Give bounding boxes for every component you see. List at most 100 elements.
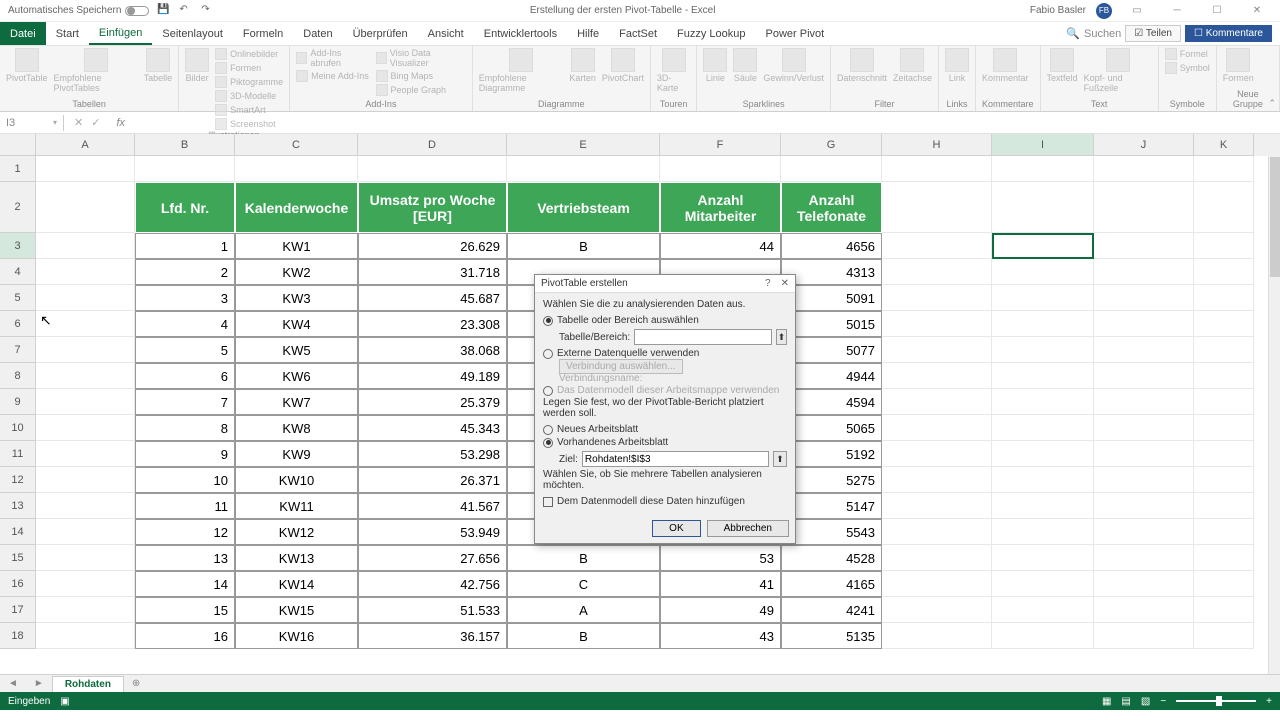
ribbon-smartart[interactable]: SmartArt	[215, 104, 283, 116]
row-header-16[interactable]: 16	[0, 571, 36, 597]
table-cell[interactable]: 5	[135, 337, 235, 363]
ribbon-karten[interactable]: Karten	[569, 48, 596, 83]
ribbon-empfohlene-diagramme[interactable]: Empfohlene Diagramme	[479, 48, 564, 93]
table-cell[interactable]: 5065	[781, 415, 882, 441]
ribbon-formen[interactable]: Formen	[1223, 48, 1254, 83]
col-header-F[interactable]: F	[660, 134, 781, 156]
table-cell[interactable]: C	[507, 571, 660, 597]
ribbon-add-ins-abrufen[interactable]: Add-Ins abrufen	[296, 48, 369, 68]
view-pagebreak-icon[interactable]: ▧	[1141, 696, 1150, 707]
col-header-D[interactable]: D	[358, 134, 507, 156]
row-header-11[interactable]: 11	[0, 441, 36, 467]
table-cell[interactable]: 5015	[781, 311, 882, 337]
table-cell[interactable]: 11	[135, 493, 235, 519]
tab-ansicht[interactable]: Ansicht	[418, 22, 474, 45]
cancel-button[interactable]: Abbrechen	[707, 520, 789, 537]
sheet-tab[interactable]: Rohdaten	[52, 676, 124, 692]
table-cell[interactable]: KW7	[235, 389, 358, 415]
col-header-H[interactable]: H	[882, 134, 992, 156]
table-cell[interactable]: 26.371	[358, 467, 507, 493]
table-cell[interactable]: 4656	[781, 233, 882, 259]
zoom-in-icon[interactable]: +	[1266, 696, 1272, 707]
tab-überprüfen[interactable]: Überprüfen	[343, 22, 418, 45]
ribbon-piktogramme[interactable]: Piktogramme	[215, 76, 283, 88]
ribbon-kommentar[interactable]: Kommentar	[982, 48, 1029, 83]
table-cell[interactable]: B	[507, 233, 660, 259]
table-header[interactable]: Anzahl Telefonate	[781, 182, 882, 233]
table-cell[interactable]: 4	[135, 311, 235, 337]
table-cell[interactable]: 51.533	[358, 597, 507, 623]
ribbon-kopf--und-fußzeile[interactable]: Kopf- und Fußzeile	[1084, 48, 1152, 93]
table-cell[interactable]: 3	[135, 285, 235, 311]
table-cell[interactable]: 1	[135, 233, 235, 259]
tab-entwicklertools[interactable]: Entwicklertools	[474, 22, 567, 45]
table-cell[interactable]: 5135	[781, 623, 882, 649]
table-cell[interactable]: KW9	[235, 441, 358, 467]
add-sheet-icon[interactable]: ⊕	[124, 678, 148, 689]
ribbon-collapse-icon[interactable]: ⌃	[1268, 98, 1276, 109]
tab-seitenlayout[interactable]: Seitenlayout	[152, 22, 233, 45]
table-cell[interactable]: KW10	[235, 467, 358, 493]
ribbon-symbol[interactable]: Symbol	[1165, 62, 1210, 74]
tab-formeln[interactable]: Formeln	[233, 22, 293, 45]
table-cell[interactable]: B	[507, 623, 660, 649]
ribbon-formel[interactable]: Formel	[1165, 48, 1210, 60]
table-header[interactable]: Lfd. Nr.	[135, 182, 235, 233]
table-cell[interactable]: 49.189	[358, 363, 507, 389]
ribbon-3d-karte[interactable]: 3D-Karte	[657, 48, 691, 93]
row-header-10[interactable]: 10	[0, 415, 36, 441]
comments-button[interactable]: ☐ Kommentare	[1185, 25, 1272, 42]
search-box[interactable]: 🔍 Suchen	[1066, 27, 1121, 40]
dialog-help-icon[interactable]: ?	[765, 278, 771, 289]
row-header-14[interactable]: 14	[0, 519, 36, 545]
table-cell[interactable]: 5543	[781, 519, 882, 545]
ribbon-empfohlene-pivottables[interactable]: Empfohlene PivotTables	[54, 48, 138, 93]
col-header-A[interactable]: A	[36, 134, 135, 156]
row-header-9[interactable]: 9	[0, 389, 36, 415]
table-cell[interactable]: KW8	[235, 415, 358, 441]
ribbon-tabelle[interactable]: Tabelle	[144, 48, 173, 83]
ribbon-bilder[interactable]: Bilder	[185, 48, 209, 83]
select-all-corner[interactable]	[0, 134, 36, 156]
ribbon-meine-add-ins[interactable]: Meine Add-Ins	[296, 70, 369, 82]
row-header-4[interactable]: 4	[0, 259, 36, 285]
table-cell[interactable]: 5275	[781, 467, 882, 493]
ribbon-datenschnitt[interactable]: Datenschnitt	[837, 48, 887, 83]
minimize-icon[interactable]: ─	[1162, 1, 1192, 21]
ribbon-zeitachse[interactable]: Zeitachse	[893, 48, 932, 83]
table-cell[interactable]: 5077	[781, 337, 882, 363]
table-cell[interactable]: A	[507, 597, 660, 623]
tab-hilfe[interactable]: Hilfe	[567, 22, 609, 45]
ribbon-screenshot[interactable]: Screenshot	[215, 118, 283, 130]
table-cell[interactable]: 53.298	[358, 441, 507, 467]
ribbon-pivotchart[interactable]: PivotChart	[602, 48, 644, 83]
table-cell[interactable]: 4241	[781, 597, 882, 623]
table-cell[interactable]: 7	[135, 389, 235, 415]
table-cell[interactable]: KW2	[235, 259, 358, 285]
table-header[interactable]: Umsatz pro Woche [EUR]	[358, 182, 507, 233]
table-cell[interactable]: 13	[135, 545, 235, 571]
tab-fuzzy lookup[interactable]: Fuzzy Lookup	[667, 22, 755, 45]
table-cell[interactable]: 45.343	[358, 415, 507, 441]
record-macro-icon[interactable]: ▣	[60, 696, 69, 707]
undo-icon[interactable]: ↶	[179, 4, 193, 18]
table-cell[interactable]: 4594	[781, 389, 882, 415]
table-cell[interactable]: 4528	[781, 545, 882, 571]
col-header-E[interactable]: E	[507, 134, 660, 156]
ribbon-pivottable[interactable]: PivotTable	[6, 48, 48, 83]
row-header-18[interactable]: 18	[0, 623, 36, 649]
dialog-close-icon[interactable]: ✕	[781, 278, 789, 289]
row-header-13[interactable]: 13	[0, 493, 36, 519]
ribbon-visio-data-visualizer[interactable]: Visio Data Visualizer	[376, 48, 466, 68]
table-cell[interactable]: KW5	[235, 337, 358, 363]
ribbon-people-graph[interactable]: People Graph	[376, 84, 466, 96]
table-cell[interactable]: 36.157	[358, 623, 507, 649]
table-cell[interactable]: 8	[135, 415, 235, 441]
range-picker-icon[interactable]: ⬆	[776, 329, 787, 345]
ziel-input[interactable]	[582, 451, 769, 467]
table-cell[interactable]: 16	[135, 623, 235, 649]
table-cell[interactable]: 41.567	[358, 493, 507, 519]
accept-formula-icon[interactable]: ✓	[91, 116, 100, 129]
table-cell[interactable]: KW11	[235, 493, 358, 519]
ribbon-säule[interactable]: Säule	[733, 48, 757, 83]
